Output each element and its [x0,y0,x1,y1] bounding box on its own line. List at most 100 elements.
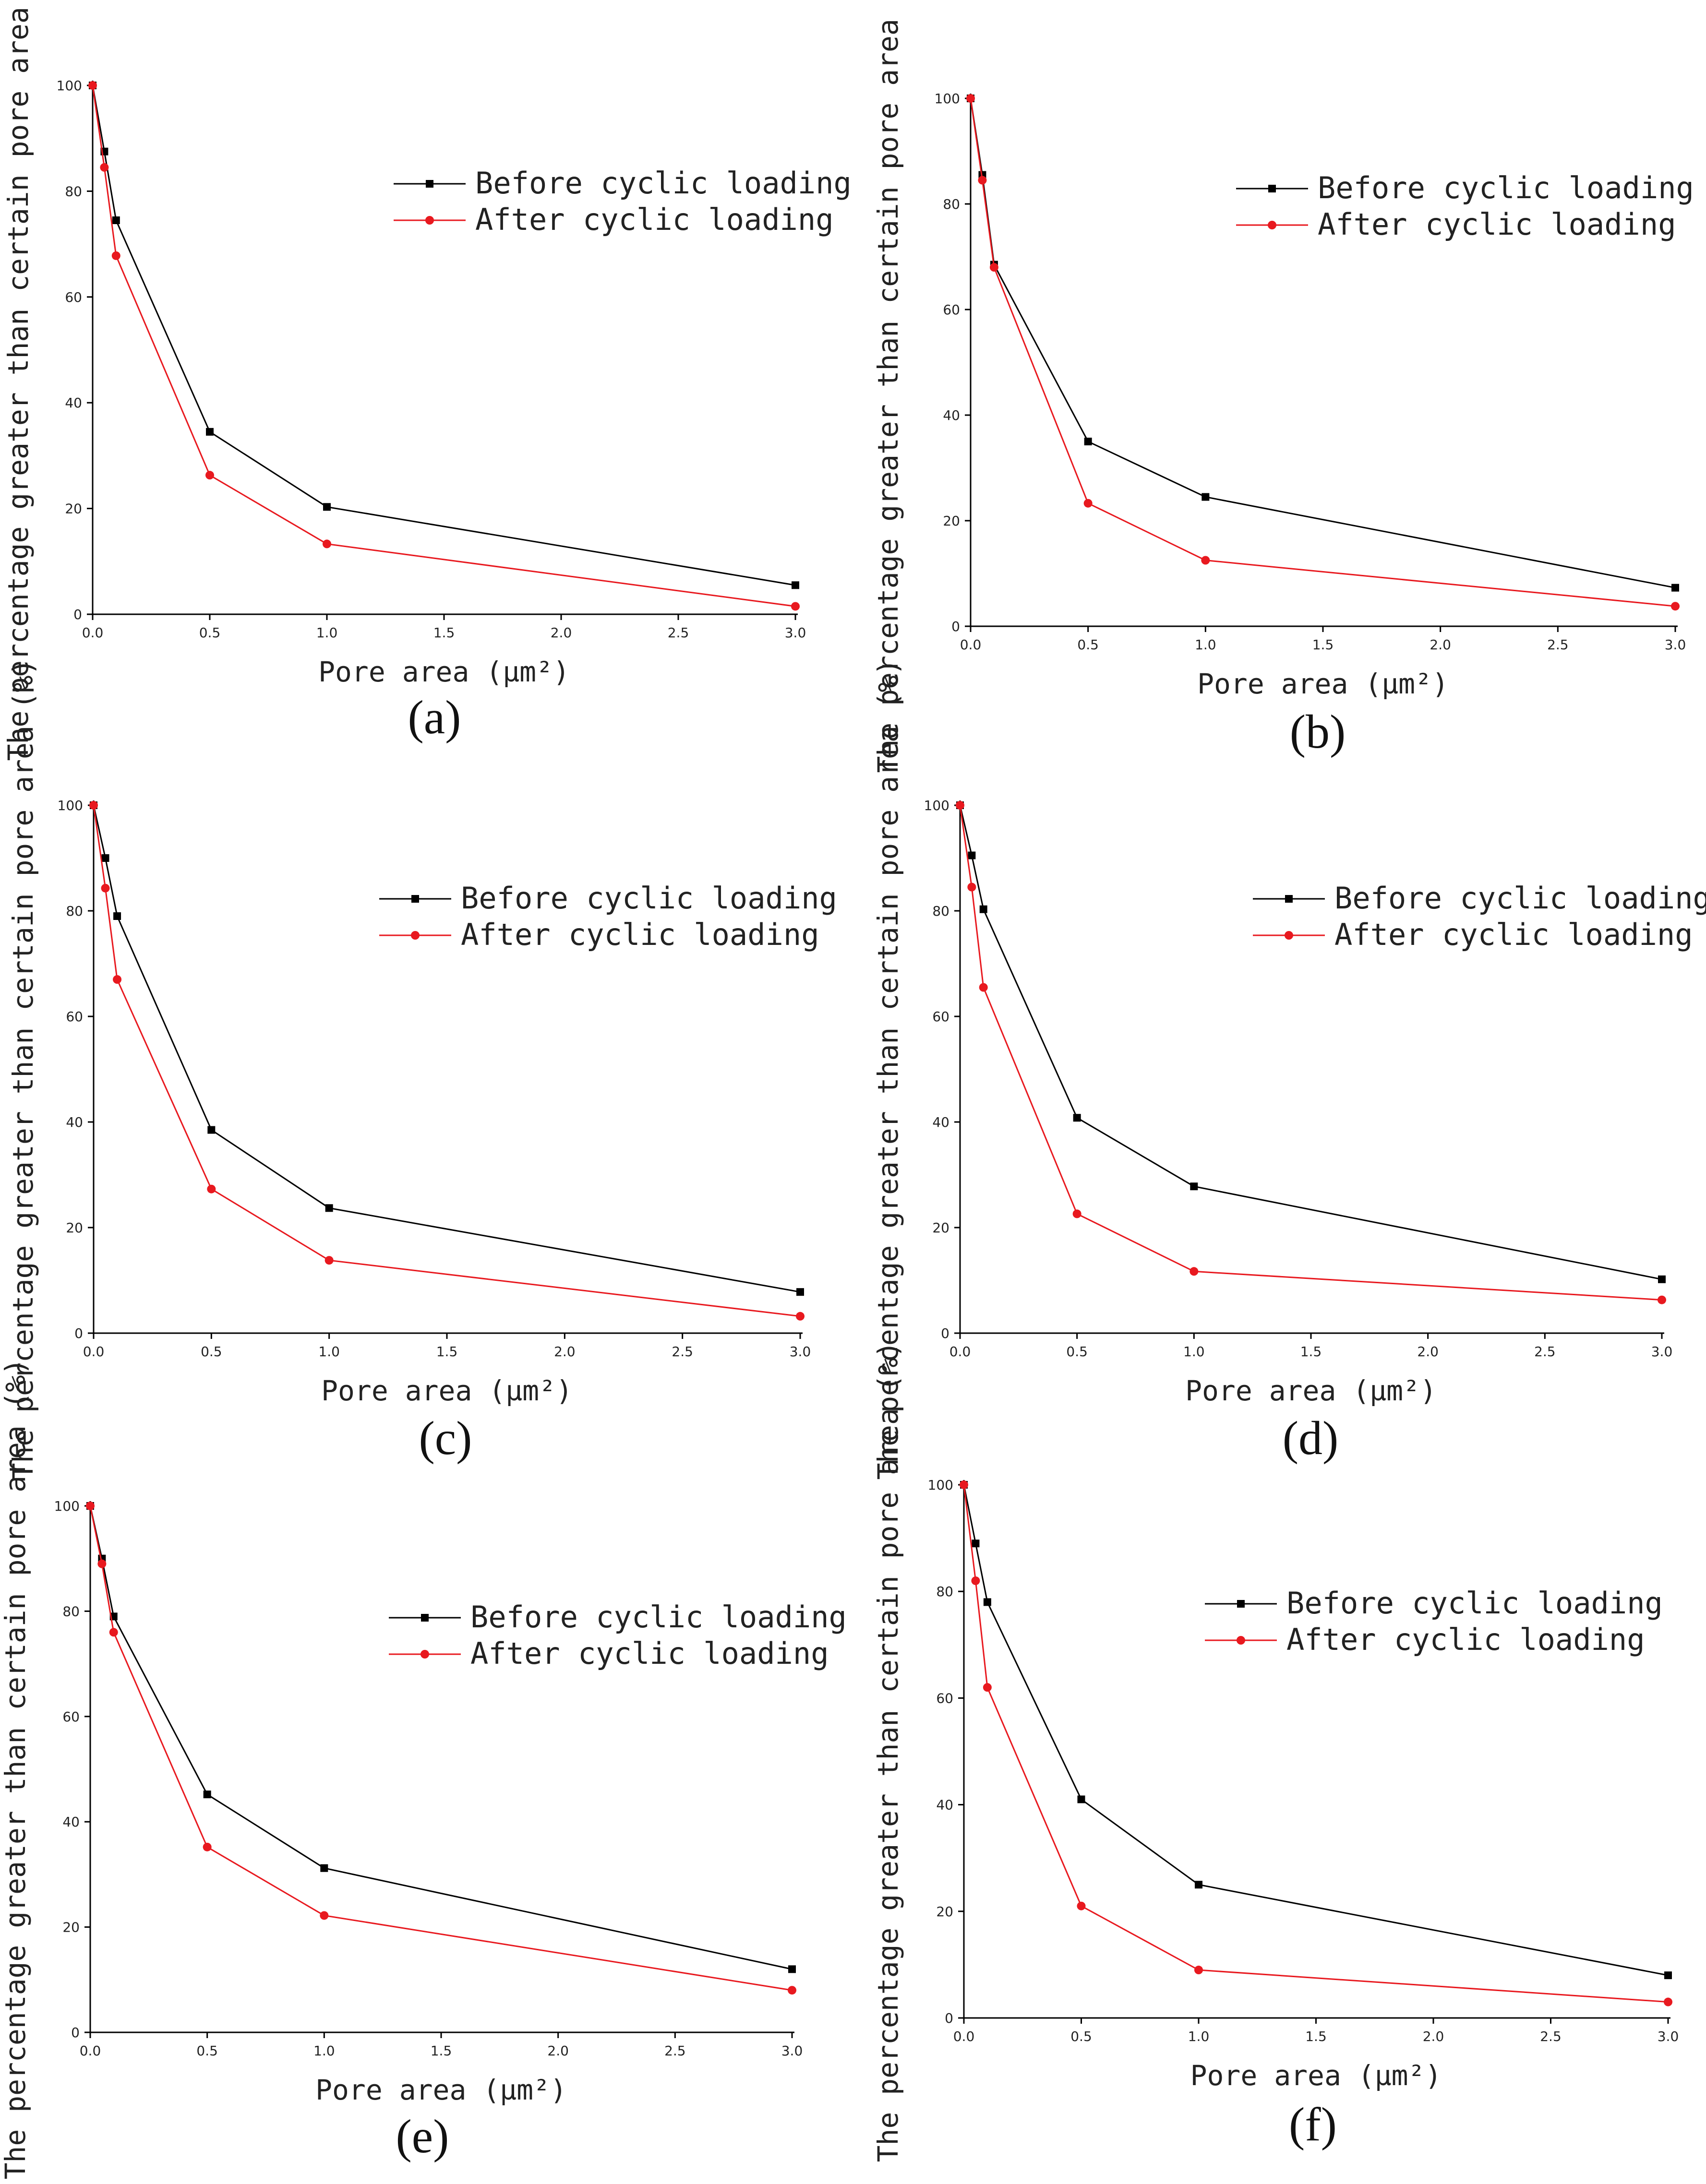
legend-label: Before cyclic loading [1318,170,1694,205]
legend-label: After cyclic loading [1318,207,1676,242]
data-point-before [323,503,331,511]
x-tick-label: 2.0 [554,1344,576,1360]
y-tick-label: 100 [58,798,83,813]
panel-label: (d) [1283,1411,1339,1465]
x-tick-label: 2.0 [1417,1344,1439,1360]
x-tick-label: 0.0 [949,1344,971,1360]
data-point-after [100,163,109,172]
y-axis-title: The percentage greater than certain pore… [872,0,904,773]
x-tick-label: 2.0 [1423,2029,1444,2044]
y-tick-label: 0 [73,607,82,622]
y-tick-label: 20 [62,1920,80,1935]
data-point-after [1083,499,1093,508]
legend-marker-circle [1268,221,1276,229]
data-point-before [113,912,121,920]
chart-panel-6: 0.0 0.5 1.0 1.5 2.0 2.5 3.0 0 20 40 60 80 100 Pore ar… [872,1341,1679,2162]
x-tick-label: 1.5 [1305,2029,1327,2044]
data-point-after [1658,1295,1666,1304]
x-tick-label: 2.5 [672,1344,693,1360]
x-tick-label: 0.0 [82,625,104,641]
data-point-before [1671,584,1679,592]
legend-marker-square [1285,895,1293,903]
data-point-before [1201,493,1210,501]
y-tick-label: 0 [71,2025,80,2041]
series-line-before [89,1505,793,1970]
legend-marker-circle [420,1650,429,1659]
series-line-after [963,1484,1669,2003]
data-point-after [971,1576,980,1585]
legend-label: Before cyclic loading [475,166,852,201]
y-tick-label: 100 [928,1477,953,1493]
series-line-before [959,805,1662,1280]
legend-label: After cyclic loading [470,1636,829,1671]
x-tick-label: 0.5 [196,2043,218,2059]
data-point-before [1664,1971,1672,1980]
data-point-after [324,1256,334,1265]
legend-marker-square [411,895,419,903]
panel-label: (a) [408,691,461,744]
data-point-after [1201,556,1210,565]
x-tick-label: 0.5 [199,625,221,641]
data-point-before [1073,1114,1081,1122]
data-point-after [1072,1209,1081,1218]
y-tick-label: 60 [66,1009,83,1025]
x-tick-label: 2.5 [1547,637,1569,653]
panel-label: (f) [1289,2098,1337,2151]
x-tick-label: 0.5 [1077,637,1099,653]
y-tick-label: 40 [936,1797,953,1813]
data-point-before [1195,1881,1202,1889]
series-line-after [93,805,801,1317]
y-tick-label: 80 [932,903,949,919]
x-tick-label: 2.5 [664,2043,686,2059]
data-point-before [788,1965,796,1973]
legend-marker-circle [1237,1636,1245,1645]
x-tick-label: 2.0 [551,625,572,641]
data-point-after [1077,1901,1086,1910]
y-tick-label: 80 [66,903,83,919]
data-point-before [206,428,214,436]
data-point-after [966,94,975,103]
legend-label: After cyclic loading [475,202,834,237]
series-line-before [963,1484,1669,1976]
data-point-after [89,801,98,810]
x-tick-label: 1.0 [313,2043,335,2059]
data-point-after [1664,1997,1672,2006]
x-tick-label: 1.5 [1312,637,1334,653]
data-point-after [788,1986,796,1995]
data-point-before [983,1598,991,1606]
y-tick-label: 0 [74,1325,83,1341]
data-point-after [1189,1267,1199,1276]
data-point-after [97,1559,107,1568]
chart-panel-1: 0.0 0.5 1.0 1.5 2.0 2.5 3.0 0 20 40 60 80 100 Pore ar… [2,0,852,761]
legend-marker-square [1237,1600,1245,1608]
series-line-after [959,805,1662,1301]
panel-label: (c) [419,1411,472,1465]
data-point-after [113,975,122,984]
x-tick-label: 2.5 [1534,1344,1556,1360]
data-point-after [203,1842,212,1851]
data-point-after [967,883,976,892]
panel-label: (e) [396,2110,449,2163]
panel-label: (b) [1290,705,1346,758]
y-tick-label: 20 [936,1904,953,1920]
x-axis-title: Pore area (μm²) [1185,1374,1437,1407]
x-tick-label: 1.0 [1188,2029,1210,2044]
data-point-after [978,176,987,185]
y-tick-label: 100 [924,798,949,813]
y-tick-label: 60 [932,1009,949,1025]
legend-marker-square [1268,185,1276,192]
y-tick-label: 60 [943,302,960,318]
data-point-after [320,1911,329,1920]
y-tick-label: 0 [941,1325,949,1341]
x-axis-title: Pore area (μm²) [321,1374,573,1407]
x-tick-label: 0.5 [1070,2029,1092,2044]
legend-marker-square [421,1614,429,1622]
y-tick-label: 100 [935,91,960,107]
x-axis-title: Pore area (μm²) [1197,668,1449,700]
chart-panel-4: 0.0 0.5 1.0 1.5 2.0 2.5 3.0 0 20 40 60 80 100 Pore ar… [872,658,1706,1480]
x-tick-label: 1.0 [316,625,338,641]
